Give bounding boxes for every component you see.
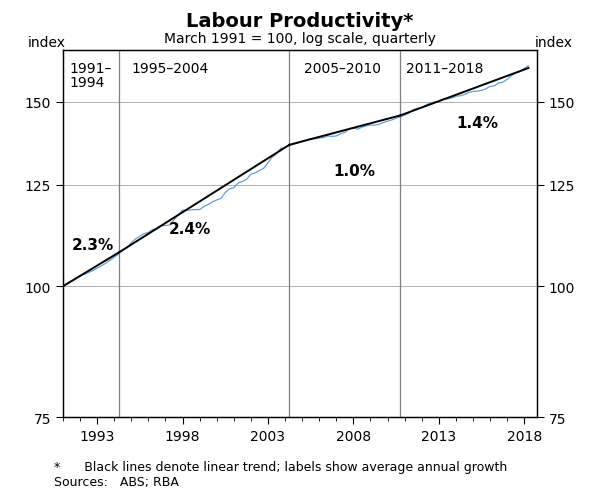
Text: index: index — [28, 36, 65, 49]
Text: 1991–: 1991– — [69, 62, 112, 76]
Text: March 1991 = 100, log scale, quarterly: March 1991 = 100, log scale, quarterly — [164, 32, 436, 46]
Text: index: index — [535, 36, 572, 49]
Text: Labour Productivity*: Labour Productivity* — [187, 12, 413, 31]
Text: *      Black lines denote linear trend; labels show average annual growth: * Black lines denote linear trend; label… — [54, 460, 507, 473]
Text: Sources:   ABS; RBA: Sources: ABS; RBA — [54, 475, 179, 488]
Text: 1995–2004: 1995–2004 — [131, 62, 209, 76]
Text: 2.3%: 2.3% — [71, 238, 114, 253]
Text: 2005–2010: 2005–2010 — [304, 62, 381, 76]
Text: 2.4%: 2.4% — [169, 222, 211, 237]
Text: 1.4%: 1.4% — [456, 115, 498, 130]
Text: 2011–2018: 2011–2018 — [406, 62, 484, 76]
Text: 1994: 1994 — [69, 76, 104, 90]
Text: 1.0%: 1.0% — [333, 163, 375, 179]
